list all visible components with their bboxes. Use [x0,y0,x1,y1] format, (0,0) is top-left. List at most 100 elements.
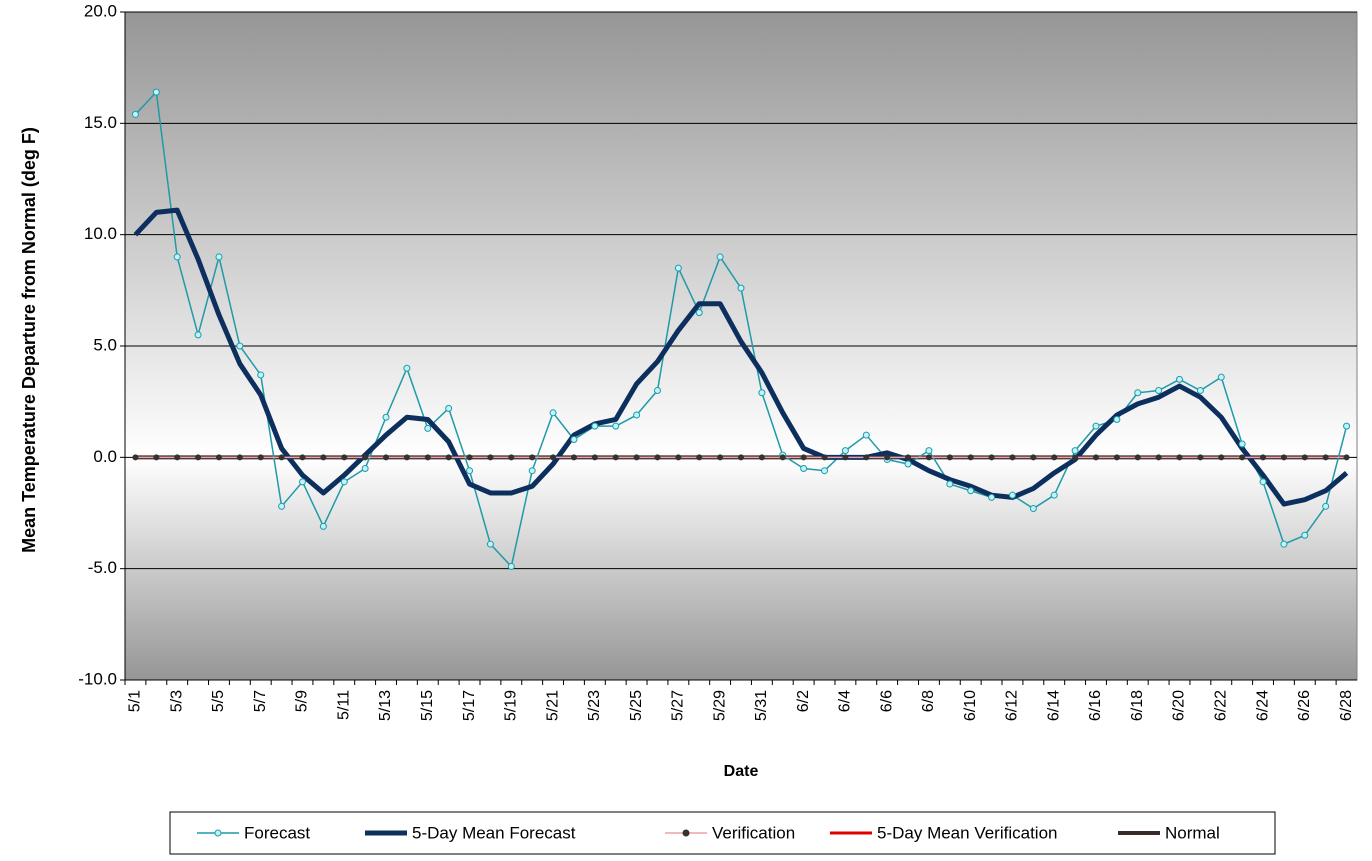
data-point [466,467,474,475]
data-point [1301,454,1308,461]
legend [169,811,1276,855]
data-point [633,454,640,461]
y-tick-label: -5.0 [88,558,117,577]
data-point [1050,491,1058,499]
data-point [215,454,222,461]
data-point [1322,502,1330,510]
data-point [988,493,996,501]
data-point [319,522,327,530]
data-point [967,487,975,495]
data-point [591,422,599,430]
data-point [508,454,515,461]
y-tick-label: 20.0 [84,1,117,20]
data-point [1092,422,1100,430]
data-point [215,253,223,261]
data-point [1030,454,1037,461]
data-point [1176,375,1184,383]
data-point [1260,454,1267,461]
x-tick-label: 6/12 [1004,690,1021,721]
x-tick-label: 5/31 [753,690,770,721]
data-point [236,342,244,350]
data-point [298,478,306,486]
data-point [1071,447,1079,455]
data-point [424,454,431,461]
data-point [487,454,494,461]
data-point [528,467,536,475]
data-point [674,264,682,272]
data-point [195,454,202,461]
y-tick-label: 10.0 [84,224,117,243]
data-point [1238,440,1246,448]
data-point [257,454,264,461]
data-point [278,502,286,510]
legend-marker [682,829,690,837]
x-tick-label: 5/23 [586,690,603,721]
data-point [550,454,557,461]
legend-label: Verification [712,823,795,842]
data-point [403,454,410,461]
x-tick-label: 6/24 [1254,690,1271,721]
data-point [299,454,306,461]
data-point [362,454,369,461]
data-point [758,389,766,397]
data-point [486,540,494,548]
data-point [653,387,661,395]
x-tick-label: 6/14 [1045,690,1062,721]
data-point [1029,505,1037,513]
data-point [842,454,849,461]
data-point [570,454,577,461]
data-point [1280,540,1288,548]
x-tick-label: 5/13 [377,690,394,721]
data-point [1301,531,1309,539]
data-point [131,110,139,118]
x-tick-label: 6/18 [1129,690,1146,721]
data-point [695,309,703,317]
data-point [383,454,390,461]
data-point [1134,454,1141,461]
data-point [549,409,557,417]
data-point [1259,478,1267,486]
x-tick-label: 5/1 [127,690,144,712]
x-tick-label: 5/5 [210,690,227,712]
data-point [341,454,348,461]
y-tick-label: 15.0 [84,113,117,132]
data-point [361,464,369,472]
data-point [1134,389,1142,397]
data-point [1113,415,1121,423]
x-tick-label: 6/6 [878,690,895,712]
data-point [1009,454,1016,461]
data-point [716,253,724,261]
data-point [612,454,619,461]
data-point [800,454,807,461]
data-point [612,422,620,430]
x-tick-label: 6/28 [1338,690,1355,721]
data-point [382,413,390,421]
data-point [696,454,703,461]
data-point [821,454,828,461]
legend-marker [214,829,222,837]
data-point [445,404,453,412]
data-point [925,447,933,455]
data-point [1217,373,1225,381]
data-point [1155,387,1163,395]
data-point [675,454,682,461]
data-point [884,454,891,461]
data-point [1051,454,1058,461]
data-point [445,454,452,461]
data-point [236,454,243,461]
data-point [1218,454,1225,461]
x-tick-label: 6/22 [1212,690,1229,721]
data-point [153,454,160,461]
data-point [466,454,473,461]
data-point [633,411,641,419]
data-point [1280,454,1287,461]
data-point [988,454,995,461]
x-axis-title: Date [724,763,759,780]
data-point [1322,454,1329,461]
data-point [320,454,327,461]
legend-label: 5-Day Mean Verification [877,823,1057,842]
data-point [278,454,285,461]
y-tick-label: 5.0 [93,335,117,354]
y-axis-title: Mean Temperature Departure from Normal (… [19,127,39,553]
x-tick-label: 6/4 [837,690,854,712]
